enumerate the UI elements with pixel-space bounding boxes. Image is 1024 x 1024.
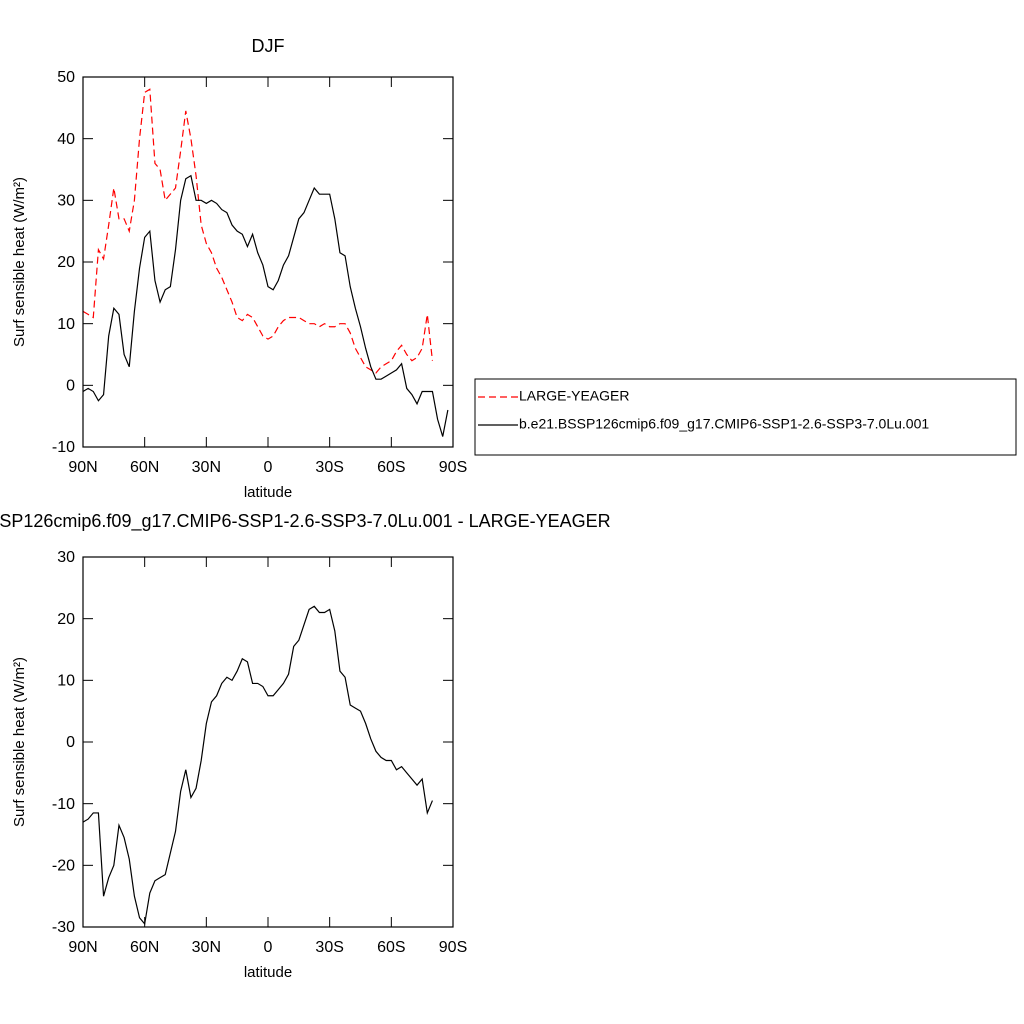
y-axis-label: Surf sensible heat (W/m²) [11, 657, 28, 827]
y-tick-label: -30 [52, 919, 75, 936]
y-tick-label: -20 [52, 858, 75, 875]
y-tick-label: 40 [57, 131, 75, 148]
x-tick-label: 90S [439, 939, 467, 956]
legend-label: b.e21.BSSP126cmip6.f09_g17.CMIP6-SSP1-2.… [519, 416, 929, 432]
x-tick-label: 30N [192, 459, 221, 476]
legend: LARGE-YEAGER b.e21.BSSP126cmip6.f09_g17.C… [474, 378, 1017, 456]
x-tick-label: 30N [192, 939, 221, 956]
y-tick-label: 30 [57, 193, 75, 210]
x-tick-label: 90N [68, 459, 97, 476]
y-tick-label: 0 [66, 734, 75, 751]
y-axis-label: Surf sensible heat (W/m²) [11, 177, 28, 347]
x-tick-label: 60N [130, 939, 159, 956]
chart-title: DJF [252, 36, 285, 56]
y-tick-label: 50 [57, 69, 75, 86]
panel: b.e21.BSSP126cmip6.f09_g17.CMIP6-SSP1-2.… [0, 511, 611, 981]
legend-box [474, 378, 1017, 456]
y-tick-label: 20 [57, 254, 75, 271]
y-tick-label: -10 [52, 439, 75, 456]
panel: DJF -10 0 10 20 30 40 50 90N 60N 30N 0 30S 60S 90S lati… [11, 36, 1017, 501]
legend-label: LARGE-YEAGER [519, 388, 629, 404]
chart-title: b.e21.BSSP126cmip6.f09_g17.CMIP6-SSP1-2.… [0, 511, 611, 532]
data-line [82, 605, 433, 926]
y-tick-label: -10 [52, 796, 75, 813]
x-tick-label: 0 [264, 459, 273, 476]
x-tick-label: 0 [264, 939, 273, 956]
x-tick-label: 60S [377, 939, 405, 956]
y-tick-label: 30 [57, 549, 75, 566]
x-tick-label: 90N [68, 939, 97, 956]
y-tick-label: 0 [66, 378, 75, 395]
y-tick-label: 20 [57, 611, 75, 628]
data-line [82, 88, 434, 374]
x-axis-label: latitude [244, 484, 292, 501]
x-tick-label: 30S [315, 459, 343, 476]
plot-frame [82, 76, 454, 448]
x-tick-label: 60N [130, 459, 159, 476]
x-tick-label: 90S [439, 459, 467, 476]
x-axis-label: latitude [244, 964, 292, 981]
y-tick-label: 10 [57, 673, 75, 690]
data-line [82, 174, 449, 437]
x-tick-label: 30S [315, 939, 343, 956]
x-tick-label: 60S [377, 459, 405, 476]
y-tick-label: 10 [57, 316, 75, 333]
plot-frame [82, 556, 454, 928]
